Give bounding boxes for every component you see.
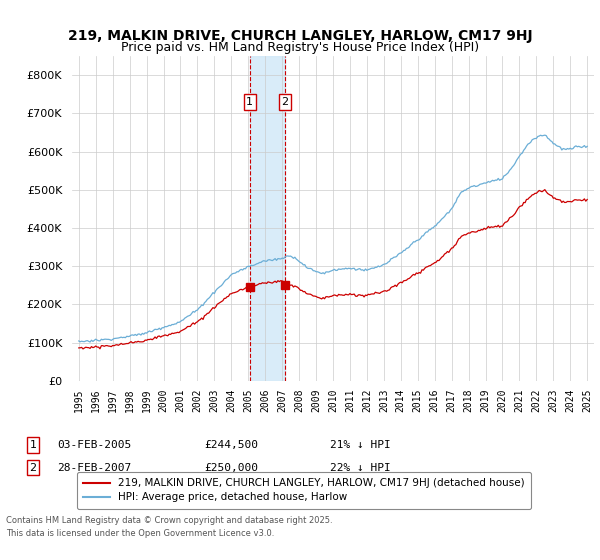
Text: 22% ↓ HPI: 22% ↓ HPI [330, 463, 391, 473]
Text: Price paid vs. HM Land Registry's House Price Index (HPI): Price paid vs. HM Land Registry's House … [121, 41, 479, 54]
Text: 28-FEB-2007: 28-FEB-2007 [57, 463, 131, 473]
Text: 219, MALKIN DRIVE, CHURCH LANGLEY, HARLOW, CM17 9HJ: 219, MALKIN DRIVE, CHURCH LANGLEY, HARLO… [68, 29, 532, 44]
Text: 1: 1 [246, 97, 253, 107]
Legend: 219, MALKIN DRIVE, CHURCH LANGLEY, HARLOW, CM17 9HJ (detached house), HPI: Avera: 219, MALKIN DRIVE, CHURCH LANGLEY, HARLO… [77, 472, 531, 508]
Text: 21% ↓ HPI: 21% ↓ HPI [330, 440, 391, 450]
Text: £250,000: £250,000 [204, 463, 258, 473]
Bar [250, 56, 285, 381]
Text: Contains HM Land Registry data © Crown copyright and database right 2025.
This d: Contains HM Land Registry data © Crown c… [6, 516, 332, 538]
Text: £244,500: £244,500 [204, 440, 258, 450]
Text: 2: 2 [281, 97, 289, 107]
Text: 2: 2 [29, 463, 37, 473]
Text: 1: 1 [29, 440, 37, 450]
Text: 03-FEB-2005: 03-FEB-2005 [57, 440, 131, 450]
